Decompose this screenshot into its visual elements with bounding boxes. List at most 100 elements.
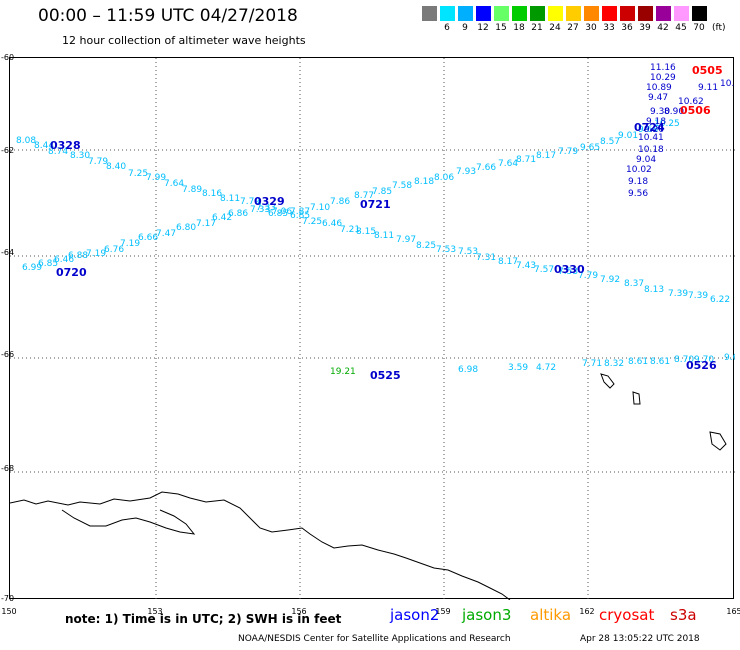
swh-value: 7.21 [340, 225, 360, 235]
satellite-name-jason2: jason2 [390, 606, 440, 624]
swh-value: 6.76 [104, 245, 124, 255]
swh-value: 7.64 [164, 179, 184, 189]
track-0329: 7.25 6.467.218.158.11 7.978.25 7.53 7.537.31… [254, 195, 730, 305]
swh-value: 10.18 [638, 145, 664, 155]
swh-value: 10.25 [654, 119, 680, 129]
track-0328: 8.088.448.74 8.307.798.407.257.997.647.89… [16, 136, 310, 221]
swh-value: 8.18 [414, 177, 434, 187]
colorbar-swatch [602, 6, 617, 21]
swh-value: 6.46 [322, 219, 342, 229]
colorbar-swatch [422, 6, 437, 21]
swh-value: 7.53 [436, 245, 456, 255]
colorbar-label: 45 [675, 23, 687, 33]
swh-value: 7.53 [458, 247, 478, 257]
colorbar-swatch [458, 6, 473, 21]
satellite-name-altika: altika [530, 606, 572, 624]
ice-shelf-outline [61, 509, 196, 535]
colorbar-swatch [494, 6, 509, 21]
track-0525: 19.21 6.98 3.59 4.72 7.71 8.32 8.61 8.61 8.70 9.7… [330, 353, 735, 382]
swh-value: 7.66 [476, 163, 496, 173]
colorbar-swatch [530, 6, 545, 21]
swh-value: 10.11 [720, 79, 735, 89]
swh-value: 7.39 [688, 291, 708, 301]
swh-value: 8.37 [624, 279, 644, 289]
swh-value: 7.99 [146, 173, 166, 183]
swh-value: 7.86 [330, 197, 350, 207]
swh-value: 6.85 [290, 211, 310, 221]
swh-value: 8.08 [16, 136, 36, 146]
colorbar-label: 24 [549, 23, 561, 33]
colorbar-swatch [566, 6, 581, 21]
swh-value: 4.72 [536, 363, 556, 373]
swh-value: 9.65 [580, 143, 600, 153]
longitude-tick-label: 162 [579, 607, 594, 616]
swh-value: 8.90 [664, 107, 684, 117]
swh-value: 7.33 [250, 205, 270, 215]
swh-value: 6.80 [176, 223, 196, 233]
colorbar-swatch [692, 6, 707, 21]
swh-value: 7.93 [456, 167, 476, 177]
longitude-tick-label: 150 [1, 607, 16, 616]
colorbar-swatch [656, 6, 671, 21]
colorbar-label: 36 [621, 23, 633, 33]
island-outline [709, 431, 727, 451]
swh-value: 8.15 [356, 227, 376, 237]
swh-value: 8.06 [434, 173, 454, 183]
island-outline [600, 373, 615, 389]
swh-value: 8.11 [220, 194, 240, 204]
swh-value: 7.25 [302, 217, 322, 227]
swh-value: 9.56 [628, 189, 648, 199]
swh-value: 7.79 [578, 271, 598, 281]
swh-value: 7.19 [120, 239, 140, 249]
longitude-tick-label: 165 [726, 607, 740, 616]
colorbar-label: 9 [462, 23, 468, 33]
swh-value: 6.99 [22, 263, 42, 273]
colorbar-label: 39 [639, 23, 651, 33]
antarctic-coastline [10, 491, 511, 600]
satellite-name-cryosat: cryosat [599, 606, 655, 624]
map-title: 00:00 – 11:59 UTC 04/27/2018 [38, 6, 298, 26]
pass-time-label: 0505 [692, 64, 723, 77]
swh-value: 3.59 [508, 363, 528, 373]
pass-time-label: 0506 [680, 104, 711, 117]
swh-value: 9.18 [646, 117, 666, 127]
swh-value: 8.44 [34, 141, 54, 151]
swh-value: 7.89 [182, 185, 202, 195]
swh-value: 8.70 [674, 355, 694, 365]
track-0721: 7.87 7.107.86 8.777.857.58 8.18 8.067.93 7.66… [290, 119, 680, 217]
swh-value: 8.74 [48, 147, 68, 157]
swh-value: 8.61 [650, 357, 670, 367]
swh-value: 19.21 [330, 367, 356, 377]
swh-value: 9.47 [648, 93, 668, 103]
colorbar-label: 18 [513, 23, 525, 33]
colorbar-label: 15 [495, 23, 507, 33]
swh-value: 9.68 [638, 125, 658, 135]
swh-value: 10.62 [678, 97, 704, 107]
swh-value: 7.97 [396, 235, 416, 245]
colorbar-label: 42 [657, 23, 669, 33]
colorbar-label: 21 [531, 23, 543, 33]
swh-value: 7.87 [290, 207, 310, 217]
swh-value: 9.20 [644, 125, 664, 135]
swh-value: 8.16 [202, 189, 222, 199]
swh-value: 8.40 [106, 162, 126, 172]
swh-value: 7.06 [272, 207, 292, 217]
swh-value: 7.79 [558, 147, 578, 157]
colorbar-label: 30 [585, 23, 597, 33]
swh-value: 6.85 [268, 209, 288, 219]
colorbar-swatch [476, 6, 491, 21]
satellite-name-jason3: jason3 [462, 606, 512, 624]
pass-time-label: 0525 [370, 369, 401, 382]
swh-value: 8.17 [536, 151, 556, 161]
pass-time-label: 0330 [554, 263, 585, 276]
colorbar-label: 27 [567, 23, 579, 33]
swh-value: 10.02 [626, 165, 652, 175]
swh-value: 9.18 [628, 177, 648, 187]
colorbar-label: 12 [477, 23, 489, 33]
satellite-name-s3a: s3a [670, 606, 697, 624]
swh-value: 7.92 [600, 275, 620, 285]
generated-timestamp: Apr 28 13:05:22 UTC 2018 [580, 634, 700, 644]
credit-line: NOAA/NESDIS Center for Satellite Applica… [238, 634, 511, 644]
colorbar-swatch [674, 6, 689, 21]
